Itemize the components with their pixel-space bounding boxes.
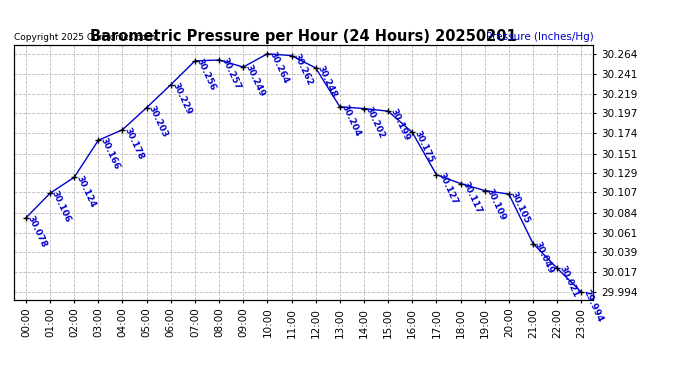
Text: 30.117: 30.117 [461, 180, 484, 215]
Text: 30.264: 30.264 [268, 50, 290, 85]
Text: 30.049: 30.049 [533, 240, 556, 275]
Text: Copyright 2025 Curtronics.com: Copyright 2025 Curtronics.com [14, 33, 155, 42]
Text: 30.021: 30.021 [558, 264, 580, 299]
Text: 30.248: 30.248 [315, 64, 339, 99]
Text: 30.262: 30.262 [291, 52, 314, 87]
Text: 30.199: 30.199 [388, 107, 411, 142]
Title: Barometric Pressure per Hour (24 Hours) 20250201: Barometric Pressure per Hour (24 Hours) … [90, 29, 517, 44]
Text: 30.105: 30.105 [509, 190, 531, 225]
Text: 30.166: 30.166 [98, 136, 121, 171]
Text: 30.124: 30.124 [75, 174, 97, 209]
Text: 30.249: 30.249 [243, 63, 266, 99]
Text: 30.078: 30.078 [26, 214, 48, 249]
Text: 30.127: 30.127 [436, 171, 460, 206]
Text: 30.175: 30.175 [412, 129, 435, 164]
Text: 30.257: 30.257 [219, 56, 242, 92]
Text: 30.204: 30.204 [339, 103, 362, 138]
Text: Pressure (Inches/Hg): Pressure (Inches/Hg) [486, 33, 593, 42]
Text: 30.109: 30.109 [484, 187, 507, 222]
Text: 30.203: 30.203 [146, 104, 169, 139]
Text: 30.202: 30.202 [364, 105, 386, 140]
Text: 30.106: 30.106 [50, 189, 72, 224]
Text: 30.256: 30.256 [195, 57, 217, 92]
Text: 29.994: 29.994 [581, 288, 604, 324]
Text: 30.229: 30.229 [170, 81, 194, 116]
Text: 30.178: 30.178 [123, 126, 146, 161]
